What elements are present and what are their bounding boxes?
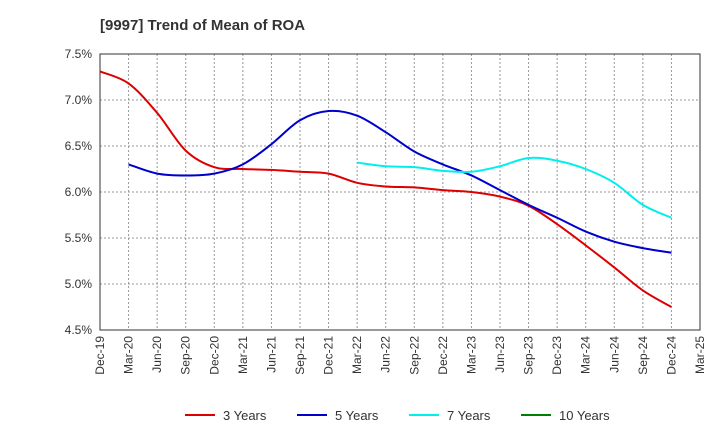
x-tick-label: Sep-23 [522, 336, 536, 375]
series-line-3-years [99, 70, 672, 308]
y-tick-label: 4.5% [65, 323, 93, 337]
x-tick-label: Jun-22 [379, 336, 393, 373]
x-tick-label: Mar-21 [236, 336, 250, 374]
plot-area: 4.5% 5.0% 5.5% 6.0% 6.5% 7.0% 7.5% Dec-19 Mar-20… [65, 47, 707, 375]
series-line-5-years [128, 109, 672, 254]
x-tick-label: Sep-22 [407, 336, 421, 375]
x-tick-label: Dec-21 [322, 336, 336, 375]
x-tick-label: Dec-23 [550, 336, 564, 375]
x-tick-label: Jun-20 [150, 336, 164, 373]
x-tick-label: Jun-21 [264, 336, 278, 373]
legend-label-3-years: 3 Years [223, 408, 267, 423]
x-tick-label: Mar-24 [579, 336, 593, 374]
x-tick-label: Dec-20 [207, 336, 221, 375]
x-tick-label: Sep-20 [179, 336, 193, 375]
legend-label-5-years: 5 Years [335, 408, 379, 423]
legend-label-10-years: 10 Years [559, 408, 610, 423]
y-tick-label: 6.5% [65, 139, 93, 153]
x-tick-label: Jun-23 [493, 336, 507, 373]
x-tick-label: Mar-25 [693, 336, 707, 374]
x-tick-label: Sep-21 [293, 336, 307, 375]
y-tick-label: 7.5% [65, 47, 93, 61]
x-tick-label: Dec-22 [436, 336, 450, 375]
legend: 3 Years 5 Years 7 Years 10 Years [185, 408, 610, 423]
x-tick-label: Dec-19 [93, 336, 107, 375]
y-tick-label: 5.5% [65, 231, 93, 245]
x-tick-label: Sep-24 [636, 336, 650, 375]
chart-title: [9997] Trend of Mean of ROA [100, 17, 305, 34]
y-tick-label: 6.0% [65, 185, 93, 199]
plot-border [99, 53, 701, 331]
x-tick-label: Mar-22 [350, 336, 364, 374]
x-tick-label: Dec-24 [664, 336, 678, 375]
y-tick-label: 7.0% [65, 93, 93, 107]
y-tick-label: 5.0% [65, 277, 93, 291]
x-tick-label: Mar-20 [122, 336, 136, 374]
x-tick-label: Jun-24 [607, 336, 621, 373]
x-tick-label: Mar-23 [464, 336, 478, 374]
series-line-7-years [357, 156, 672, 219]
legend-label-7-years: 7 Years [447, 408, 491, 423]
